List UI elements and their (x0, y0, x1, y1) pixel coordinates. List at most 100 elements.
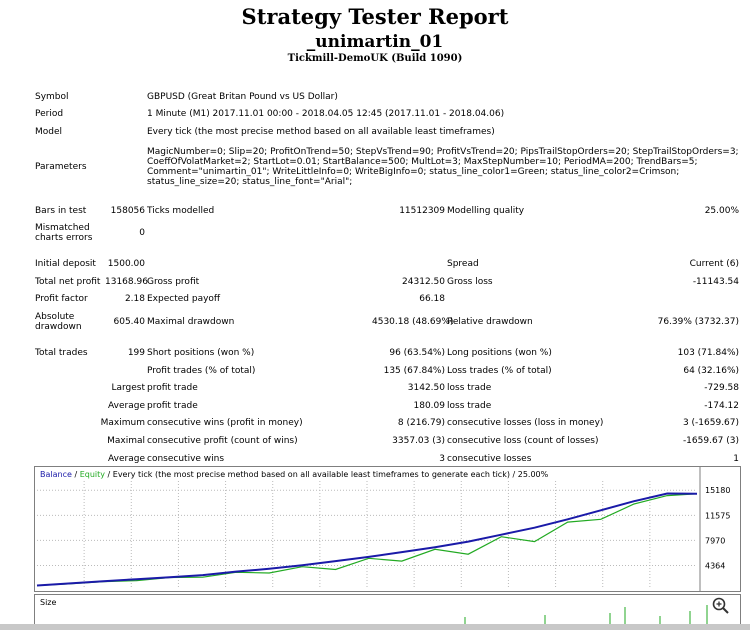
label: Mismatched charts errors (35, 223, 93, 244)
value: 25.00% (704, 205, 740, 216)
label: Maximal (107, 435, 145, 446)
value: 1 Minute (M1) 2017.11.01 00:00 - 2018.04… (147, 109, 505, 120)
row-largest: Largest profit trade 3142.50 loss trade … (34, 379, 740, 397)
value: Every tick (the most precise method base… (147, 126, 495, 137)
value: 0 (139, 228, 145, 239)
label: Symbol (35, 91, 69, 102)
zoom-icon-glyph (712, 597, 729, 614)
label: consecutive profit (count of wins) (147, 435, 298, 446)
value: 1500.00 (107, 259, 145, 270)
value: 158056 (110, 205, 145, 216)
label: Maximum (100, 418, 145, 429)
row-drawdown: Absolute drawdown 605.40 Maximal drawdow… (34, 308, 740, 336)
value: 605.40 (113, 317, 146, 328)
label: Short positions (won %) (147, 347, 255, 358)
label: Parameters (35, 162, 87, 173)
label: profit trade (147, 400, 198, 411)
label: consecutive losses (447, 453, 532, 464)
report-table: Symbol GBPUSD (Great Britan Pound vs US … (34, 88, 740, 467)
value: 24312.50 (402, 276, 445, 287)
label: Absolute drawdown (35, 312, 82, 333)
y-tick-label: 4364 (705, 562, 725, 571)
label: consecutive wins (147, 453, 225, 464)
label: Relative drawdown (447, 317, 533, 328)
value: 76.39% (3732.37) (657, 317, 740, 328)
value: -174.12 (704, 400, 740, 411)
value: 3 (439, 453, 445, 464)
label: consecutive losses (loss in money) (447, 418, 604, 429)
server-build: Tickmill-DemoUK (Build 1090) (287, 53, 463, 64)
row-period: Period 1 Minute (M1) 2017.11.01 00:00 - … (34, 106, 740, 124)
report-title: Strategy Tester Report (241, 4, 509, 29)
value: -11143.54 (692, 276, 740, 287)
expert-name: _unimartin_01 (306, 32, 444, 52)
label: Model (35, 126, 63, 137)
legend-sep: / (71, 470, 80, 479)
row-model: Model Every tick (the most precise metho… (34, 123, 740, 141)
balance-equity-chart[interactable]: 15180 11575 7970 4364 Balance / Equity / Ev… (34, 466, 741, 592)
y-tick-label: 11575 (705, 511, 730, 520)
label: loss trade (447, 400, 492, 411)
value: 64 (32.16%) (683, 365, 740, 376)
value: Current (6) (689, 259, 740, 270)
label: consecutive wins (profit in money) (147, 418, 303, 429)
value: MagicNumber=0; Slip=20; ProfitOnTrend=50… (147, 147, 739, 188)
value: 96 (63.54%) (389, 347, 445, 358)
row-profitfactor: Profit factor 2.18 Expected payoff 66.18 (34, 291, 740, 309)
legend-rest: / Every tick (the most precise method ba… (104, 470, 549, 479)
label: consecutive loss (count of losses) (447, 435, 599, 446)
row-maximal: Maximal consecutive profit (count of win… (34, 432, 740, 450)
value: 180.09 (413, 400, 446, 411)
status-strip (0, 624, 750, 630)
label: Total trades (35, 347, 88, 358)
label: Largest (111, 383, 145, 394)
value: 13168.96 (105, 276, 148, 287)
row-deposit: Initial deposit 1500.00 Spread Current (… (34, 255, 740, 273)
y-tick-label: 15180 (705, 486, 730, 495)
series-line-balance (36, 492, 698, 587)
row-average-consecutive: Average consecutive wins 3 consecutive l… (34, 450, 740, 468)
row-average: Average profit trade 180.09 loss trade -… (34, 397, 740, 415)
value: 11512309 (399, 205, 445, 216)
label: Profit factor (35, 294, 88, 305)
value: 4530.18 (48.69%) (372, 317, 454, 328)
series-line-equity (36, 493, 698, 587)
label: Long positions (won %) (447, 347, 552, 358)
label: Total net profit (35, 276, 101, 287)
label: Maximal drawdown (147, 317, 235, 328)
label: Average (108, 453, 145, 464)
size-canvas (464, 605, 708, 625)
legend-equity: Equity (79, 470, 105, 479)
size-panel: Size (34, 594, 741, 625)
row-netprofit: Total net profit 13168.96 Gross profit 2… (34, 273, 740, 291)
value: 8 (216.79) (397, 418, 445, 429)
label: Expected payoff (147, 294, 221, 305)
value: 3142.50 (407, 383, 445, 394)
value: 103 (71.84%) (677, 347, 740, 358)
row-trades: Total trades 199 Short positions (won %)… (34, 344, 740, 362)
row-bars: Bars in test 158056 Ticks modelled 11512… (34, 202, 740, 220)
label: Spread (447, 259, 479, 270)
value: -1659.67 (3) (682, 435, 740, 446)
label: Loss trades (% of total) (447, 365, 552, 376)
value: 1 (733, 453, 740, 464)
chart-canvas: 15180 11575 7970 4364 (36, 467, 730, 591)
label: Gross loss (447, 276, 493, 287)
size-label: Size (40, 598, 57, 607)
value: 66.18 (419, 294, 445, 305)
value: 2.18 (124, 294, 145, 305)
label: Ticks modelled (147, 205, 215, 216)
label: Modelling quality (447, 205, 525, 216)
zoom-icon[interactable] (706, 593, 736, 619)
label: profit trade (147, 383, 198, 394)
value: GBPUSD (Great Britan Pound vs US Dollar) (147, 91, 338, 102)
label: Period (35, 109, 64, 120)
label: loss trade (447, 383, 492, 394)
value: -729.58 (704, 383, 740, 394)
row-symbol: Symbol GBPUSD (Great Britan Pound vs US … (34, 88, 740, 106)
label: Profit trades (% of total) (147, 365, 256, 376)
row-parameters: Parameters MagicNumber=0; Slip=20; Profi… (34, 141, 740, 194)
label: Initial deposit (35, 259, 96, 270)
value: 199 (127, 347, 145, 358)
y-tick-label: 7970 (705, 536, 725, 545)
